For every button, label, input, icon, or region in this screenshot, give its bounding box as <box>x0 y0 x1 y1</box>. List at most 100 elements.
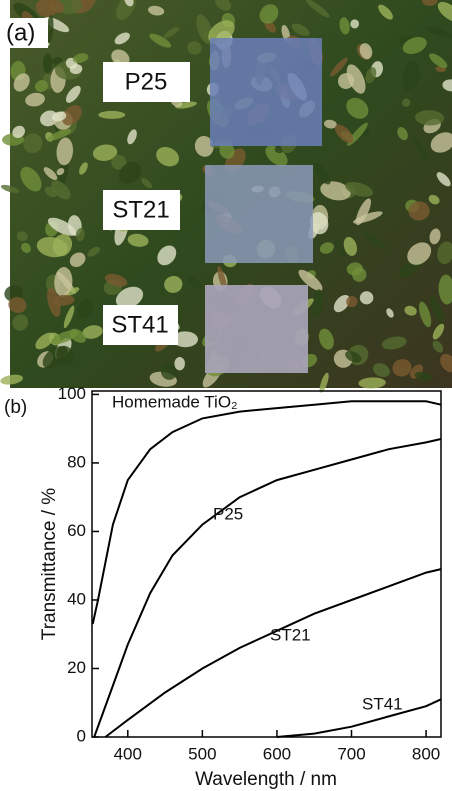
leaf <box>429 228 441 245</box>
leaf <box>402 37 427 54</box>
leaf <box>345 350 362 363</box>
leaf <box>51 180 71 200</box>
leaf <box>440 353 452 373</box>
leaf <box>48 0 64 14</box>
leaf <box>323 119 337 129</box>
data-line <box>91 400 442 625</box>
leaf <box>428 194 440 205</box>
leaf <box>25 92 45 107</box>
x-tick-label: 800 <box>412 744 440 763</box>
sample-label: ST21 <box>112 196 169 223</box>
leaf <box>62 105 82 126</box>
curve-label: P25 <box>213 504 243 523</box>
leaf <box>437 241 452 265</box>
leaf <box>127 129 137 145</box>
leaf <box>46 14 54 43</box>
leaf <box>12 125 25 139</box>
leaf <box>320 181 351 201</box>
leaf <box>164 275 183 293</box>
leaf <box>344 181 373 197</box>
leaf <box>309 212 329 235</box>
leaf <box>215 0 232 11</box>
data-line <box>276 698 442 738</box>
leaf <box>21 242 31 253</box>
leaf <box>114 32 130 45</box>
label-bg <box>103 62 190 102</box>
label-bg <box>103 305 178 345</box>
leaf <box>163 27 179 39</box>
leaf <box>8 297 27 314</box>
leaf <box>429 53 448 68</box>
leaf <box>35 80 48 93</box>
data-line <box>93 438 442 738</box>
leaf <box>92 144 118 161</box>
curve-label: ST21 <box>270 625 311 644</box>
glass-sample <box>205 285 308 373</box>
leaf <box>42 53 53 74</box>
leaf <box>430 295 444 325</box>
leaf <box>358 377 386 389</box>
leaf <box>386 308 394 318</box>
leaf <box>47 217 76 236</box>
leaf <box>148 5 165 16</box>
leaf <box>119 162 142 184</box>
leaf <box>426 26 452 39</box>
leaf <box>194 135 214 157</box>
leaf <box>432 340 444 353</box>
leaf <box>346 97 369 119</box>
leaf <box>51 330 79 345</box>
leaf <box>104 273 128 287</box>
leaf <box>87 246 101 257</box>
y-tick-label: 100 <box>58 384 86 403</box>
leaf <box>187 41 202 55</box>
leaf <box>422 0 438 6</box>
leaf <box>343 236 357 256</box>
leaf <box>346 262 363 276</box>
plot-frame <box>91 390 442 738</box>
leaf <box>77 298 94 320</box>
y-tick-label: 60 <box>67 521 86 540</box>
leaf <box>43 167 58 180</box>
leaf <box>51 111 67 122</box>
x-tick-label: 700 <box>337 744 365 763</box>
leaf <box>359 291 374 305</box>
leaf <box>339 17 350 35</box>
leaf <box>346 295 358 308</box>
y-tick-label: 80 <box>67 452 86 471</box>
leaf <box>355 198 371 226</box>
leaf <box>16 231 28 242</box>
sample-label: ST41 <box>111 311 168 338</box>
leaf <box>404 305 417 316</box>
leaf <box>72 53 89 63</box>
leaf <box>56 345 75 366</box>
x-tick-label: 400 <box>114 744 142 763</box>
leaf <box>334 124 354 144</box>
leaf <box>291 23 310 36</box>
leaf <box>330 57 348 77</box>
leaf <box>333 294 350 313</box>
x-tick-label: 500 <box>188 744 216 763</box>
leaf <box>13 73 30 92</box>
leaf <box>156 146 179 167</box>
leaf <box>111 49 130 67</box>
leaf <box>419 301 432 328</box>
leaf <box>392 359 412 377</box>
leaf <box>313 162 331 185</box>
leaf <box>350 19 360 29</box>
leaf <box>259 4 279 24</box>
leaf <box>362 231 388 250</box>
leaf <box>437 1 452 22</box>
leaf <box>407 242 432 265</box>
panel-label: (b) <box>4 397 27 418</box>
leaf <box>115 286 144 309</box>
leaf <box>378 4 393 20</box>
leaf <box>124 0 134 7</box>
leaf <box>432 323 445 340</box>
glass-sample <box>205 165 313 263</box>
leaf <box>0 374 24 385</box>
leaf <box>312 289 323 318</box>
leaf <box>127 233 149 247</box>
leaf <box>402 61 420 92</box>
panel-label: (a) <box>6 19 35 46</box>
label-bg <box>0 18 48 48</box>
